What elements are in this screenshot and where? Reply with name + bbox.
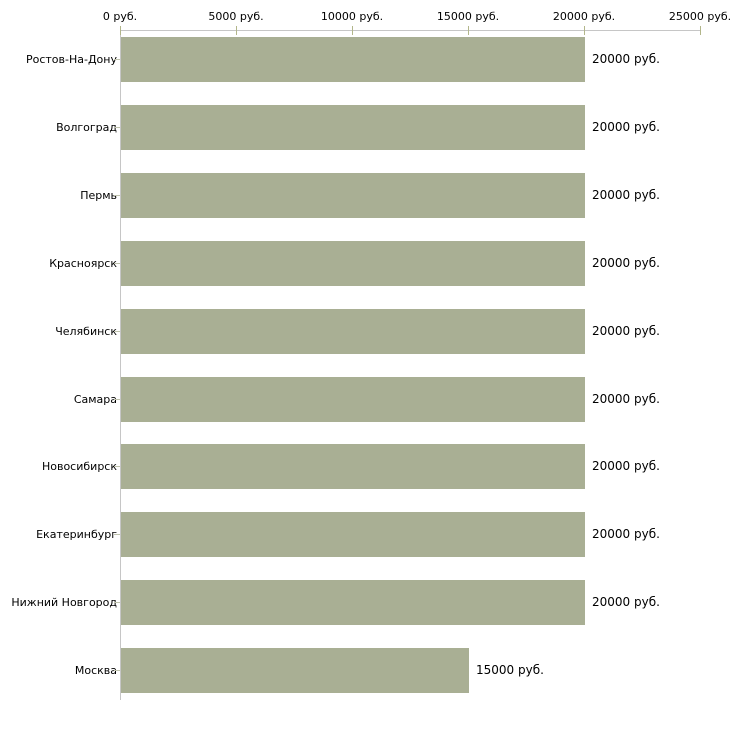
bar (121, 580, 585, 625)
category-tick-mark (114, 127, 120, 128)
category-label: Волгоград (56, 120, 117, 134)
bar (121, 377, 585, 422)
value-label: 20000 руб. (592, 256, 660, 270)
category-tick-mark (114, 195, 120, 196)
category-tick-mark (114, 670, 120, 671)
x-axis-tick-label: 20000 руб. (552, 10, 616, 23)
bar-row: Пермь 20000 руб. (0, 173, 730, 218)
x-axis-tick-label: 15000 руб. (436, 10, 500, 23)
bar-row: Красноярск 20000 руб. (0, 241, 730, 286)
category-label: Нижний Новгород (11, 595, 117, 609)
value-label: 20000 руб. (592, 527, 660, 541)
x-axis-tick-mark (120, 26, 121, 35)
value-label: 20000 руб. (592, 595, 660, 609)
x-axis-tick-mark (352, 26, 353, 35)
category-label: Пермь (80, 188, 117, 202)
value-label: 20000 руб. (592, 459, 660, 473)
category-label: Самара (73, 392, 117, 406)
bar-row: Москва 15000 руб. (0, 648, 730, 693)
bar-row: Нижний Новгород 20000 руб. (0, 580, 730, 625)
category-label: Красноярск (49, 256, 117, 270)
bar (121, 241, 585, 286)
category-tick-mark (114, 263, 120, 264)
bar-row: Волгоград 20000 руб. (0, 105, 730, 150)
bar-row: Новосибирск 20000 руб. (0, 444, 730, 489)
value-label: 20000 руб. (592, 324, 660, 338)
category-tick-mark (114, 602, 120, 603)
bar (121, 309, 585, 354)
category-tick-mark (114, 534, 120, 535)
x-axis-tick-label: 0 руб. (102, 10, 138, 23)
category-tick-mark (114, 399, 120, 400)
bar (121, 173, 585, 218)
bar (121, 444, 585, 489)
x-axis-tick-mark (584, 26, 585, 35)
value-label: 15000 руб. (476, 663, 544, 677)
bar (121, 105, 585, 150)
x-axis-tick-label: 25000 руб. (668, 10, 730, 23)
category-tick-mark (114, 59, 120, 60)
bar-row: Самара 20000 руб. (0, 377, 730, 422)
y-axis-line (120, 30, 121, 700)
category-label: Екатеринбург (36, 527, 117, 541)
category-tick-mark (114, 331, 120, 332)
x-axis-line (120, 30, 701, 31)
category-tick-mark (114, 466, 120, 467)
x-axis-tick-label: 5000 руб. (208, 10, 264, 23)
bar-row: Екатеринбург 20000 руб. (0, 512, 730, 557)
x-axis-tick-mark (468, 26, 469, 35)
bar (121, 37, 585, 82)
category-label: Челябинск (55, 324, 117, 338)
bar (121, 648, 469, 693)
bar-row: Ростов-На-Дону 20000 руб. (0, 37, 730, 82)
x-axis-tick-label: 10000 руб. (320, 10, 384, 23)
x-axis-tick-mark (700, 26, 701, 35)
category-label: Москва (74, 663, 117, 677)
value-label: 20000 руб. (592, 392, 660, 406)
value-label: 20000 руб. (592, 52, 660, 66)
category-label: Новосибирск (41, 459, 117, 473)
x-axis-tick-mark (236, 26, 237, 35)
bar-row: Челябинск 20000 руб. (0, 309, 730, 354)
value-label: 20000 руб. (592, 120, 660, 134)
bar (121, 512, 585, 557)
value-label: 20000 руб. (592, 188, 660, 202)
category-label: Ростов-На-Дону (25, 52, 117, 66)
